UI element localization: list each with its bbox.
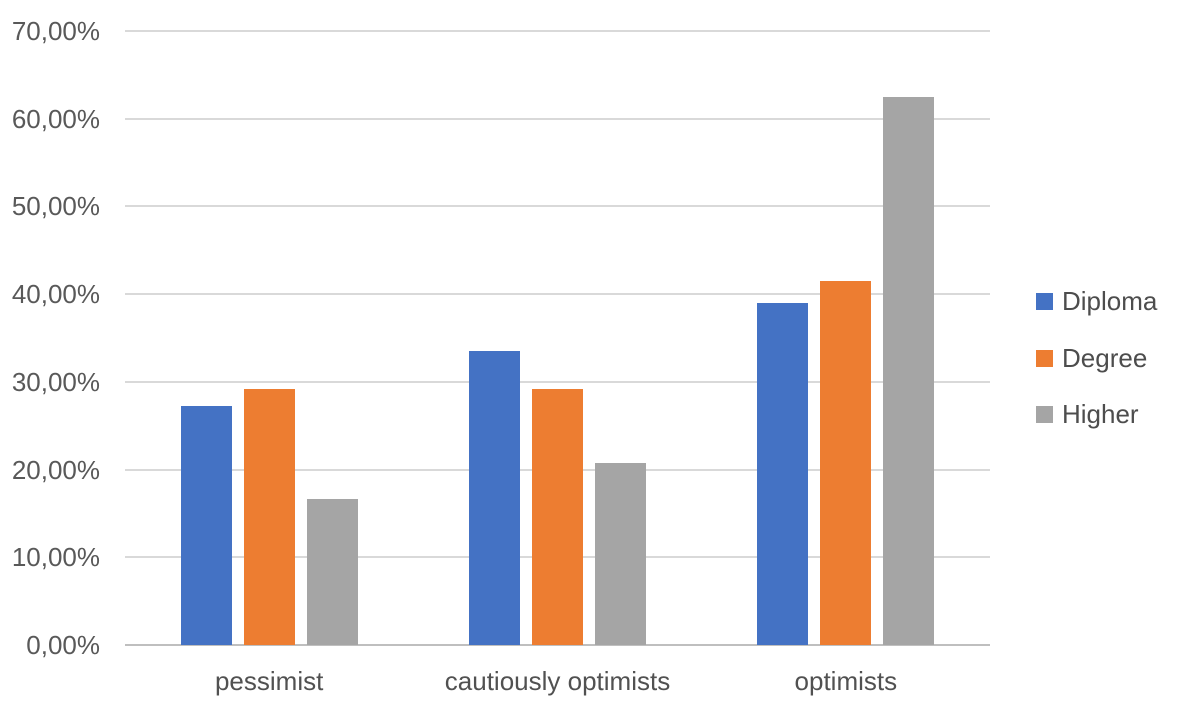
- gridline: [125, 117, 990, 120]
- gridline: [125, 293, 990, 296]
- legend-label: Higher: [1062, 399, 1139, 429]
- y-tick-label: 0,00%: [26, 630, 100, 660]
- bar-higher-pessimist: [307, 499, 358, 645]
- bar-degree-pessimist: [244, 389, 295, 645]
- legend-swatch-higher: [1036, 405, 1053, 423]
- bar-diploma-pessimist: [181, 406, 232, 645]
- x-category-label: pessimist: [214, 666, 324, 696]
- bar-higher-cautiously-optimists: [595, 463, 646, 645]
- x-category-label: optimists: [794, 666, 898, 696]
- bar-degree-optimists: [820, 281, 871, 645]
- legend-label: Diploma: [1062, 286, 1158, 316]
- y-tick-label: 10,00%: [11, 542, 100, 573]
- bar-higher-optimists: [883, 97, 934, 645]
- x-axis-line: [125, 644, 990, 646]
- legend-swatch-degree: [1036, 349, 1053, 367]
- legend-item-degree: Degree: [1036, 343, 1147, 373]
- y-tick-label: 30,00%: [11, 366, 100, 397]
- bar-diploma-optimists: [757, 303, 808, 645]
- legend-item-higher: Higher: [1036, 399, 1139, 429]
- y-tick-label: 20,00%: [11, 454, 100, 485]
- x-category-label: cautiously optimists: [444, 666, 671, 696]
- gridline: [125, 30, 990, 32]
- y-tick-label: 60,00%: [11, 103, 100, 134]
- bar-degree-cautiously-optimists: [532, 389, 583, 645]
- legend-swatch-diploma: [1036, 292, 1053, 310]
- gridline: [125, 205, 990, 208]
- legend-item-diploma: Diploma: [1036, 286, 1157, 316]
- y-tick-label: 70,00%: [11, 16, 100, 46]
- y-tick-label: 50,00%: [11, 191, 100, 222]
- y-tick-label: 40,00%: [11, 279, 100, 310]
- legend-label: Degree: [1062, 343, 1148, 373]
- gridline: [125, 380, 990, 383]
- bar-diploma-cautiously-optimists: [469, 351, 520, 645]
